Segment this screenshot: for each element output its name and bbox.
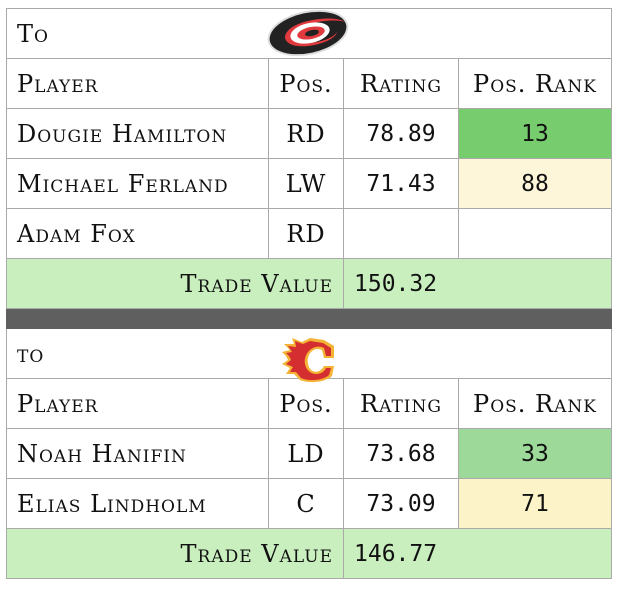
player-name: Michael Ferland	[6, 158, 269, 209]
header-player: Player	[6, 58, 269, 109]
header-pos: Pos.	[268, 58, 344, 109]
table-row: Michael Ferland LW 71.43 88	[6, 158, 613, 209]
header-rating: Rating	[343, 58, 459, 109]
player-rank: 33	[457, 428, 613, 479]
player-pos: RD	[268, 108, 344, 159]
carolina-hurricanes-logo	[267, 9, 349, 57]
header-rank: Pos. Rank	[457, 378, 613, 429]
trade-value-row: Trade Value 146.77	[6, 528, 613, 579]
player-rating: 78.89	[343, 108, 459, 159]
separator-bar	[5, 308, 613, 329]
calgary-flames-logo	[282, 338, 334, 383]
player-pos: C	[268, 478, 344, 529]
player-name: Elias Lindholm	[6, 478, 269, 529]
player-rank: 13	[457, 108, 613, 159]
header-row: Player Pos. Rating Pos. Rank	[6, 58, 613, 109]
player-name: Adam Fox	[6, 208, 269, 259]
trade-value-label: Trade Value	[6, 258, 344, 309]
player-name: Noah Hanifin	[6, 428, 269, 479]
player-name: Dougie Hamilton	[6, 108, 269, 159]
player-pos: RD	[268, 208, 344, 259]
player-rating	[343, 208, 459, 259]
trade-value: 150.32	[342, 258, 613, 309]
trade-value-label: Trade Value	[6, 528, 344, 579]
player-rank: 88	[457, 158, 613, 209]
player-rank: 71	[457, 478, 613, 529]
trade-value: 146.77	[342, 528, 613, 579]
player-pos: LW	[268, 158, 344, 209]
trade-table: To Player Pos. Rating Pos. Rank Dougie H…	[5, 8, 613, 579]
table-row: Dougie Hamilton RD 78.89 13	[6, 108, 613, 159]
player-rating: 73.09	[343, 478, 459, 529]
header-rank: Pos. Rank	[457, 58, 613, 109]
header-rating: Rating	[343, 378, 459, 429]
separator	[5, 308, 613, 329]
player-rank	[457, 208, 613, 259]
player-rating: 71.43	[343, 158, 459, 209]
header-player: Player	[6, 378, 269, 429]
header-row: Player Pos. Rating Pos. Rank	[6, 378, 613, 429]
header-pos: Pos.	[268, 378, 344, 429]
trade-value-row: Trade Value 150.32	[6, 258, 613, 309]
player-rating: 73.68	[343, 428, 459, 479]
table-row: Elias Lindholm C 73.09 71	[6, 478, 613, 529]
table-row: Noah Hanifin LD 73.68 33	[6, 428, 613, 479]
player-pos: LD	[268, 428, 344, 479]
table-row: Adam Fox RD	[6, 208, 613, 259]
